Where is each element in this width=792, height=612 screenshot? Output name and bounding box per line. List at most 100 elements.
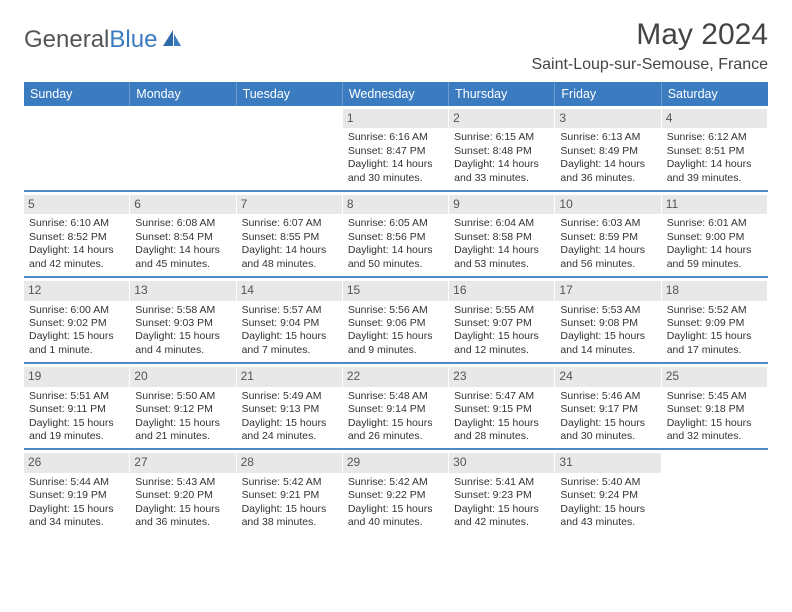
daylight-text: Daylight: 14 hours and 48 minutes. (242, 244, 337, 271)
day-number: 17 (555, 281, 660, 300)
day-header-monday: Monday (130, 82, 236, 106)
sunrise-text: Sunrise: 5:52 AM (667, 304, 762, 317)
day-number: 30 (449, 453, 554, 472)
day-header-thursday: Thursday (449, 82, 555, 106)
day-header-friday: Friday (555, 82, 661, 106)
day-number: 21 (237, 367, 342, 386)
daylight-text: Daylight: 15 hours and 42 minutes. (454, 503, 549, 530)
day-cell: 24Sunrise: 5:46 AMSunset: 9:17 PMDayligh… (555, 364, 661, 448)
sunrise-text: Sunrise: 5:45 AM (667, 390, 762, 403)
day-number: 12 (24, 281, 129, 300)
week-separator (24, 448, 768, 450)
day-number: 2 (449, 109, 554, 128)
day-number: 6 (130, 195, 235, 214)
day-number: 16 (449, 281, 554, 300)
daylight-text: Daylight: 14 hours and 30 minutes. (348, 158, 443, 185)
day-number: 18 (662, 281, 767, 300)
daylight-text: Daylight: 15 hours and 38 minutes. (242, 503, 337, 530)
day-cell: 16 Sunrise: 5:55 AMSunset: 9:07 PMDayligh… (449, 278, 555, 362)
day-cell: 17Sunrise: 5:53 AMSunset: 9:08 PMDayligh… (555, 278, 661, 362)
sunset-text: Sunset: 9:06 PM (348, 317, 443, 330)
day-number: 20 (130, 367, 235, 386)
daylight-text: Daylight: 15 hours and 34 minutes. (29, 503, 124, 530)
calendar: Sunday Monday Tuesday Wednesday Thursday… (24, 82, 768, 535)
day-cell: 30 Sunrise: 5:41 AMSunset: 9:23 PMDayligh… (449, 450, 555, 534)
sunset-text: Sunset: 9:14 PM (348, 403, 443, 416)
daylight-text: Daylight: 15 hours and 28 minutes. (454, 417, 549, 444)
sunrise-text: Sunrise: 5:55 AM (454, 304, 549, 317)
day-cell: 27Sunrise: 5:43 AMSunset: 9:20 PMDayligh… (130, 450, 236, 534)
day-cell: 18Sunrise: 5:52 AMSunset: 9:09 PMDayligh… (662, 278, 768, 362)
week-row: 1Sunrise: 6:16 AMSunset: 8:47 PMDaylight… (24, 106, 768, 190)
daylight-text: Daylight: 15 hours and 32 minutes. (667, 417, 762, 444)
sunrise-text: Sunrise: 5:51 AM (29, 390, 124, 403)
day-number: 1 (343, 109, 448, 128)
daylight-text: Daylight: 15 hours and 7 minutes. (242, 330, 337, 357)
day-cell: 11Sunrise: 6:01 AMSunset: 9:00 PMDayligh… (662, 192, 768, 276)
sunrise-text: Sunrise: 5:53 AM (560, 304, 655, 317)
day-number: 4 (662, 109, 767, 128)
sunset-text: Sunset: 9:13 PM (242, 403, 337, 416)
day-cell: 22Sunrise: 5:48 AMSunset: 9:14 PMDayligh… (343, 364, 449, 448)
daylight-text: Daylight: 15 hours and 12 minutes. (454, 330, 549, 357)
daylight-text: Daylight: 15 hours and 24 minutes. (242, 417, 337, 444)
day-cell (662, 450, 768, 534)
day-cell: 28Sunrise: 5:42 AMSunset: 9:21 PMDayligh… (237, 450, 343, 534)
sunset-text: Sunset: 9:17 PM (560, 403, 655, 416)
page-header: GeneralBlue May 2024 Saint-Loup-sur-Semo… (24, 18, 768, 74)
sunrise-text: Sunrise: 6:07 AM (242, 217, 337, 230)
sunrise-text: Sunrise: 6:10 AM (29, 217, 124, 230)
day-number: 8 (343, 195, 448, 214)
day-number: 13 (130, 281, 235, 300)
day-cell: 6Sunrise: 6:08 AMSunset: 8:54 PMDaylight… (130, 192, 236, 276)
sunrise-text: Sunrise: 6:13 AM (560, 131, 655, 144)
sunset-text: Sunset: 9:21 PM (242, 489, 337, 502)
day-cell: 25Sunrise: 5:45 AMSunset: 9:18 PMDayligh… (662, 364, 768, 448)
sunset-text: Sunset: 9:09 PM (667, 317, 762, 330)
sunset-text: Sunset: 9:24 PM (560, 489, 655, 502)
sunset-text: Sunset: 9:12 PM (135, 403, 230, 416)
day-cell: 14Sunrise: 5:57 AMSunset: 9:04 PMDayligh… (237, 278, 343, 362)
sunrise-text: Sunrise: 5:42 AM (242, 476, 337, 489)
sunset-text: Sunset: 9:23 PM (454, 489, 549, 502)
day-header-row: Sunday Monday Tuesday Wednesday Thursday… (24, 82, 768, 106)
sunrise-text: Sunrise: 5:47 AM (454, 390, 549, 403)
sunset-text: Sunset: 8:59 PM (560, 231, 655, 244)
sunrise-text: Sunrise: 6:08 AM (135, 217, 230, 230)
day-number: 19 (24, 367, 129, 386)
sunrise-text: Sunrise: 5:49 AM (242, 390, 337, 403)
day-header-saturday: Saturday (662, 82, 768, 106)
week-separator (24, 362, 768, 364)
week-separator (24, 190, 768, 192)
day-number: 26 (24, 453, 129, 472)
day-cell: 21 Sunrise: 5:49 AMSunset: 9:13 PMDayligh… (237, 364, 343, 448)
day-number: 7 (237, 195, 342, 214)
sunset-text: Sunset: 9:22 PM (348, 489, 443, 502)
logo-text-gray: General (24, 26, 109, 53)
week-row: 5Sunrise: 6:10 AMSunset: 8:52 PMDaylight… (24, 192, 768, 276)
sunset-text: Sunset: 8:51 PM (667, 145, 762, 158)
day-cell: 2Sunrise: 6:15 AMSunset: 8:48 PMDaylight… (449, 106, 555, 190)
day-header-sunday: Sunday (24, 82, 130, 106)
day-cell: 4Sunrise: 6:12 AMSunset: 8:51 PMDaylight… (662, 106, 768, 190)
sunset-text: Sunset: 9:07 PM (454, 317, 549, 330)
sunset-text: Sunset: 8:52 PM (29, 231, 124, 244)
day-number: 27 (130, 453, 235, 472)
logo-text: GeneralBlue (24, 26, 157, 54)
daylight-text: Daylight: 14 hours and 39 minutes. (667, 158, 762, 185)
sunset-text: Sunset: 9:18 PM (667, 403, 762, 416)
daylight-text: Daylight: 14 hours and 50 minutes. (348, 244, 443, 271)
daylight-text: Daylight: 14 hours and 59 minutes. (667, 244, 762, 271)
sunrise-text: Sunrise: 6:04 AM (454, 217, 549, 230)
title-block: May 2024 Saint-Loup-sur-Semouse, France (531, 18, 768, 74)
week-row: 26Sunrise: 5:44 AMSunset: 9:19 PMDayligh… (24, 450, 768, 534)
sunrise-text: Sunrise: 5:44 AM (29, 476, 124, 489)
day-cell: 7Sunrise: 6:07 AMSunset: 8:55 PMDaylight… (237, 192, 343, 276)
sunset-text: Sunset: 9:15 PM (454, 403, 549, 416)
day-number: 14 (237, 281, 342, 300)
day-cell: 5Sunrise: 6:10 AMSunset: 8:52 PMDaylight… (24, 192, 130, 276)
weeks-container: 1Sunrise: 6:16 AMSunset: 8:47 PMDaylight… (24, 106, 768, 535)
sunrise-text: Sunrise: 5:56 AM (348, 304, 443, 317)
sunrise-text: Sunrise: 5:41 AM (454, 476, 549, 489)
week-row: 12Sunrise: 6:00 AMSunset: 9:02 PMDayligh… (24, 278, 768, 362)
